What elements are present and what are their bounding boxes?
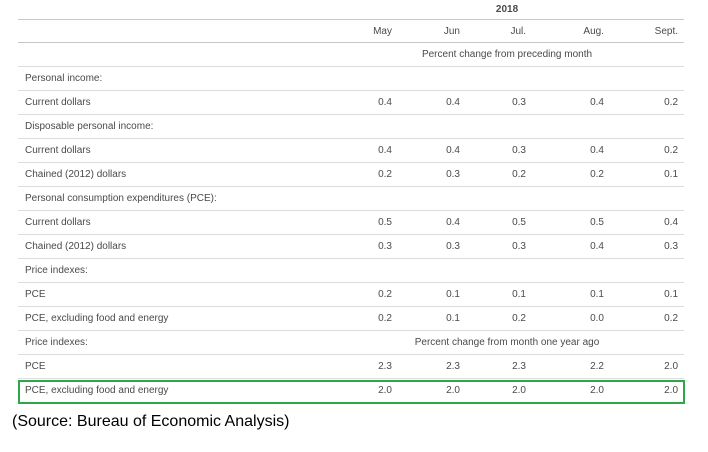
header-label-cell — [18, 19, 330, 43]
value-cell: 0.4 — [398, 90, 466, 115]
value-cell: 0.3 — [466, 234, 532, 259]
header-blank-cell — [18, 0, 330, 20]
table-row: Current dollars 0.4 0.4 0.3 0.4 0.2 — [18, 90, 685, 115]
row-label: PCE, excluding food and energy — [18, 306, 330, 331]
month-header-jun: Jun — [398, 19, 466, 43]
value-cell: 2.0 — [512, 385, 526, 396]
value-cell: 0.4 — [610, 210, 685, 235]
unit-row-blank — [18, 42, 330, 67]
value-cell: 2.0 — [446, 385, 460, 396]
row-label: Current dollars — [18, 210, 330, 235]
value-cell: 0.2 — [610, 90, 685, 115]
value-cell: 0.2 — [610, 138, 685, 163]
value-cell: 0.4 — [532, 90, 610, 115]
source-caption: (Source: Bureau of Economic Analysis) — [12, 413, 290, 430]
table-row: Chained (2012) dollars 0.3 0.3 0.3 0.4 0… — [18, 234, 685, 259]
month-header-row: May Jun Jul. Aug. Sept. — [18, 19, 685, 43]
value-cell: 0.2 — [466, 306, 532, 331]
table-row: PCE, excluding food and energy 0.2 0.1 0… — [18, 306, 685, 331]
table-row: Current dollars 0.5 0.4 0.5 0.5 0.4 — [18, 210, 685, 235]
row-label: Chained (2012) dollars — [18, 234, 330, 259]
value-cell: 0.1 — [398, 306, 466, 331]
value-cell: 0.0 — [532, 306, 610, 331]
table-row: Current dollars 0.4 0.4 0.3 0.4 0.2 — [18, 138, 685, 163]
value-cell: 0.1 — [398, 282, 466, 307]
value-cell: 2.3 — [466, 354, 532, 379]
data-table-container: 2018 May Jun Jul. Aug. Sept. Percent cha… — [18, 0, 685, 403]
month-header-sept: Sept. — [610, 19, 685, 43]
value-cell: 0.4 — [532, 138, 610, 163]
section-label: Price indexes: — [18, 258, 330, 283]
value-cell: 2.0 — [610, 354, 685, 379]
row-label: PCE, excluding food and energy — [25, 385, 169, 396]
section-label: Price indexes: — [18, 330, 330, 355]
personal-income-outlays-table: 2018 May Jun Jul. Aug. Sept. Percent cha… — [18, 0, 685, 403]
value-cell: 0.1 — [610, 162, 685, 187]
value-cell: 2.0 — [378, 385, 392, 396]
value-cell: 0.3 — [398, 162, 466, 187]
value-cell: 0.2 — [610, 306, 685, 331]
value-cell: 2.2 — [532, 354, 610, 379]
value-cell: 0.4 — [398, 210, 466, 235]
section-label: Personal income: — [18, 66, 330, 91]
value-cell: 0.4 — [532, 234, 610, 259]
value-cell: 0.1 — [610, 282, 685, 307]
table-row: Disposable personal income: — [18, 114, 685, 139]
value-cell: 2.0 — [590, 385, 604, 396]
value-cell: 2.0 — [664, 385, 679, 396]
year-header-row: 2018 — [18, 0, 685, 20]
unit-label-yearly: Percent change from month one year ago — [330, 330, 685, 355]
value-cell: 0.4 — [330, 90, 398, 115]
value-cell: 0.1 — [466, 282, 532, 307]
value-cell: 0.2 — [330, 282, 398, 307]
value-cell: 0.4 — [398, 138, 466, 163]
row-label: Current dollars — [18, 138, 330, 163]
highlighted-row: PCE, excluding food and energy 2.0 2.0 2… — [18, 379, 684, 403]
month-header-may: May — [330, 19, 398, 43]
table-row: Price indexes: — [18, 258, 685, 283]
value-cell: 0.5 — [532, 210, 610, 235]
value-cell: 2.3 — [398, 354, 466, 379]
section-label: Personal consumption expenditures (PCE): — [18, 186, 330, 211]
table-row: Chained (2012) dollars 0.2 0.3 0.2 0.2 0… — [18, 162, 685, 187]
value-cell: 0.2 — [466, 162, 532, 187]
table-row: Personal income: — [18, 66, 685, 91]
value-cell: 0.5 — [330, 210, 398, 235]
section-label: Disposable personal income: — [18, 114, 330, 139]
table-row: PCE 0.2 0.1 0.1 0.1 0.1 — [18, 282, 685, 307]
value-cell: 0.3 — [398, 234, 466, 259]
table-row: Price indexes: Percent change from month… — [18, 330, 685, 355]
month-header-aug: Aug. — [532, 19, 610, 43]
value-cell: 0.2 — [330, 162, 398, 187]
value-cell: 2.3 — [330, 354, 398, 379]
unit-label-monthly: Percent change from preceding month — [330, 42, 685, 67]
value-cell: 0.3 — [330, 234, 398, 259]
table-row: PCE 2.3 2.3 2.3 2.2 2.0 — [18, 354, 685, 379]
value-cell: 0.2 — [330, 306, 398, 331]
value-cell: 0.3 — [466, 90, 532, 115]
unit-row-monthly: Percent change from preceding month — [18, 42, 685, 67]
value-cell: 0.4 — [330, 138, 398, 163]
value-cell: 0.3 — [466, 138, 532, 163]
value-cell: 0.5 — [466, 210, 532, 235]
row-label: PCE — [18, 282, 330, 307]
value-cell: 0.3 — [610, 234, 685, 259]
row-label: PCE — [18, 354, 330, 379]
row-label: Chained (2012) dollars — [18, 162, 330, 187]
month-header-jul: Jul. — [466, 19, 532, 43]
table-row: Personal consumption expenditures (PCE): — [18, 186, 685, 211]
value-cell: 0.1 — [532, 282, 610, 307]
row-label: Current dollars — [18, 90, 330, 115]
value-cell: 0.2 — [532, 162, 610, 187]
year-header: 2018 — [330, 0, 685, 20]
